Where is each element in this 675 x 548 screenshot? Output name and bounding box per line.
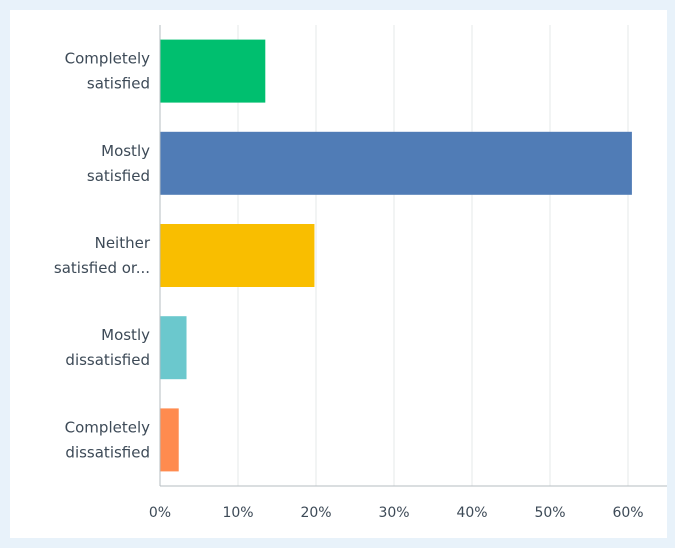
category-label-1: Mostly satisfied bbox=[87, 142, 150, 185]
axes bbox=[159, 25, 667, 487]
category-label-0: Completely satisfied bbox=[65, 50, 150, 93]
chart-card bbox=[10, 10, 667, 538]
tick-label-3: 30% bbox=[378, 505, 409, 521]
bar-4[interactable] bbox=[160, 408, 179, 472]
tick-labels: 0% 10% 20% 30% 40% 50% 60% bbox=[149, 505, 644, 521]
bar-0[interactable] bbox=[160, 39, 266, 103]
category-label-4: Completely dissatisfied bbox=[65, 418, 150, 461]
tick-label-5: 50% bbox=[534, 505, 565, 521]
bar-2[interactable] bbox=[160, 224, 315, 287]
tick-label-2: 20% bbox=[300, 505, 331, 521]
tick-label-4: 40% bbox=[456, 505, 487, 521]
bar-3[interactable] bbox=[160, 316, 187, 380]
tick-label-6: 60% bbox=[612, 505, 643, 521]
category-label-2: Neither satisfied or... bbox=[54, 234, 151, 277]
category-label-3: Mostly dissatisfied bbox=[65, 326, 150, 369]
tick-label-0: 0% bbox=[149, 505, 171, 521]
bar-1[interactable] bbox=[160, 131, 632, 195]
bars bbox=[160, 39, 632, 472]
tick-label-1: 10% bbox=[222, 505, 253, 521]
category-labels: Completely satisfied Mostly satisfied Neithe… bbox=[54, 50, 151, 462]
